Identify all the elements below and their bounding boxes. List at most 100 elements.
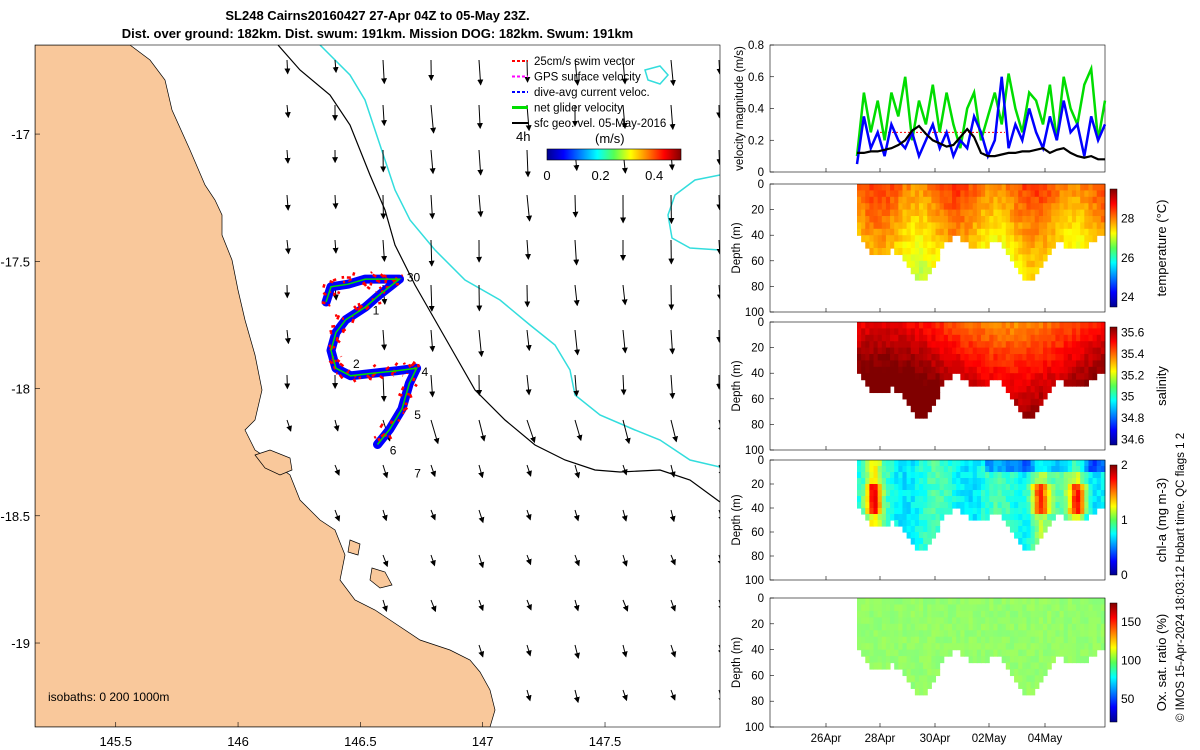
profile-cell bbox=[857, 341, 862, 349]
profile-cell bbox=[877, 216, 883, 224]
swim-vector bbox=[410, 361, 417, 367]
profile-cell bbox=[914, 203, 920, 211]
profile-cell bbox=[1022, 656, 1027, 664]
profile-cell bbox=[890, 334, 895, 342]
profile-cell bbox=[890, 630, 895, 638]
profile-cell bbox=[1014, 630, 1019, 638]
profile-cell bbox=[902, 604, 908, 612]
depth-tick-label: 60 bbox=[751, 394, 764, 406]
profile-cell bbox=[956, 617, 961, 625]
profile-cell bbox=[1009, 347, 1015, 355]
profile-cell bbox=[1026, 630, 1032, 638]
profile-cell bbox=[894, 484, 899, 491]
profile-cell bbox=[919, 508, 924, 515]
profile-cell bbox=[947, 334, 953, 342]
profile-cell bbox=[1096, 216, 1102, 224]
profile-cell bbox=[993, 373, 999, 381]
profile-cell bbox=[877, 520, 883, 527]
profile-cell bbox=[861, 466, 866, 473]
swim-vector bbox=[336, 358, 341, 363]
profile-cell bbox=[947, 203, 953, 211]
profile-cell bbox=[1096, 184, 1102, 192]
profile-cell bbox=[923, 386, 928, 394]
profile-cell bbox=[861, 630, 866, 638]
profile-cell bbox=[1030, 196, 1036, 204]
profile-cell bbox=[890, 354, 895, 362]
profile-cell bbox=[989, 347, 994, 355]
profile-cell bbox=[960, 496, 965, 503]
profile-cell bbox=[1047, 248, 1052, 256]
profile-cell bbox=[952, 617, 957, 625]
profile-cell bbox=[956, 598, 961, 606]
profile-cell bbox=[943, 610, 949, 618]
profile-cell bbox=[877, 478, 883, 485]
profile-cell bbox=[943, 472, 949, 479]
x-tick-label: 147 bbox=[472, 734, 494, 749]
profile-cell bbox=[923, 675, 928, 683]
profile-cell bbox=[861, 649, 866, 657]
profile-cell bbox=[1059, 184, 1065, 192]
current-arrow bbox=[428, 284, 435, 312]
profile-cell bbox=[964, 636, 970, 644]
profile-cell bbox=[1051, 241, 1056, 249]
profile-cell bbox=[935, 222, 941, 230]
current-arrow bbox=[622, 599, 629, 612]
profile-cell bbox=[890, 478, 895, 485]
profile-cell bbox=[1043, 502, 1048, 509]
profile-cell bbox=[1055, 484, 1061, 491]
profile-cell bbox=[989, 196, 994, 204]
profile-cell bbox=[964, 508, 970, 515]
profile-cell bbox=[927, 267, 932, 275]
profile-cell bbox=[927, 610, 932, 618]
profile-cell bbox=[1047, 649, 1052, 657]
profile-cell bbox=[865, 630, 870, 638]
profile-cell bbox=[914, 184, 920, 192]
profile-cell bbox=[1047, 472, 1052, 479]
profile-cell bbox=[898, 472, 903, 479]
profile-cell bbox=[956, 322, 961, 330]
profile-cell bbox=[914, 496, 920, 503]
profile-cell bbox=[1014, 254, 1019, 262]
profile-cell bbox=[857, 598, 862, 606]
profile-cell bbox=[943, 328, 949, 336]
profile-cell bbox=[985, 190, 990, 198]
profile-cell bbox=[1084, 203, 1089, 211]
depth-ylabel: Depth (m) bbox=[731, 360, 743, 411]
profile-cell bbox=[902, 610, 908, 618]
profile-cell bbox=[910, 472, 916, 479]
current-arrow bbox=[573, 599, 580, 612]
profile-cell bbox=[1084, 630, 1089, 638]
profile-cell bbox=[906, 216, 912, 224]
profile-cell bbox=[919, 241, 924, 249]
profile-cell bbox=[935, 636, 941, 644]
profile-cell bbox=[972, 604, 978, 612]
profile-cell bbox=[1096, 203, 1102, 211]
profile-cell bbox=[881, 508, 887, 515]
velocity-tick-label: 0.6 bbox=[748, 72, 764, 84]
profile-cell bbox=[1022, 496, 1027, 503]
current-arrow bbox=[430, 599, 437, 613]
profile-cell bbox=[939, 598, 945, 606]
profile-cell bbox=[972, 478, 978, 485]
profile-cell bbox=[910, 617, 916, 625]
profile-cell bbox=[927, 490, 932, 497]
profile-cell bbox=[1088, 334, 1094, 342]
profile-cell bbox=[910, 216, 916, 224]
current-arrow bbox=[621, 644, 628, 658]
profile-cell bbox=[1063, 472, 1069, 479]
profile-cell bbox=[885, 196, 891, 204]
profile-cell bbox=[873, 209, 879, 217]
profile-cell bbox=[898, 322, 903, 330]
profile-cell bbox=[881, 360, 887, 368]
profile-cell bbox=[857, 630, 862, 638]
profile-cell bbox=[914, 532, 920, 539]
day-label: 2 bbox=[353, 357, 360, 371]
profile-cell bbox=[1009, 386, 1015, 394]
profile-cell bbox=[923, 360, 928, 368]
profile-cell bbox=[1088, 322, 1094, 330]
profile-cell bbox=[1047, 228, 1052, 236]
profile-cell bbox=[1051, 484, 1056, 491]
profile-cell bbox=[993, 623, 999, 631]
